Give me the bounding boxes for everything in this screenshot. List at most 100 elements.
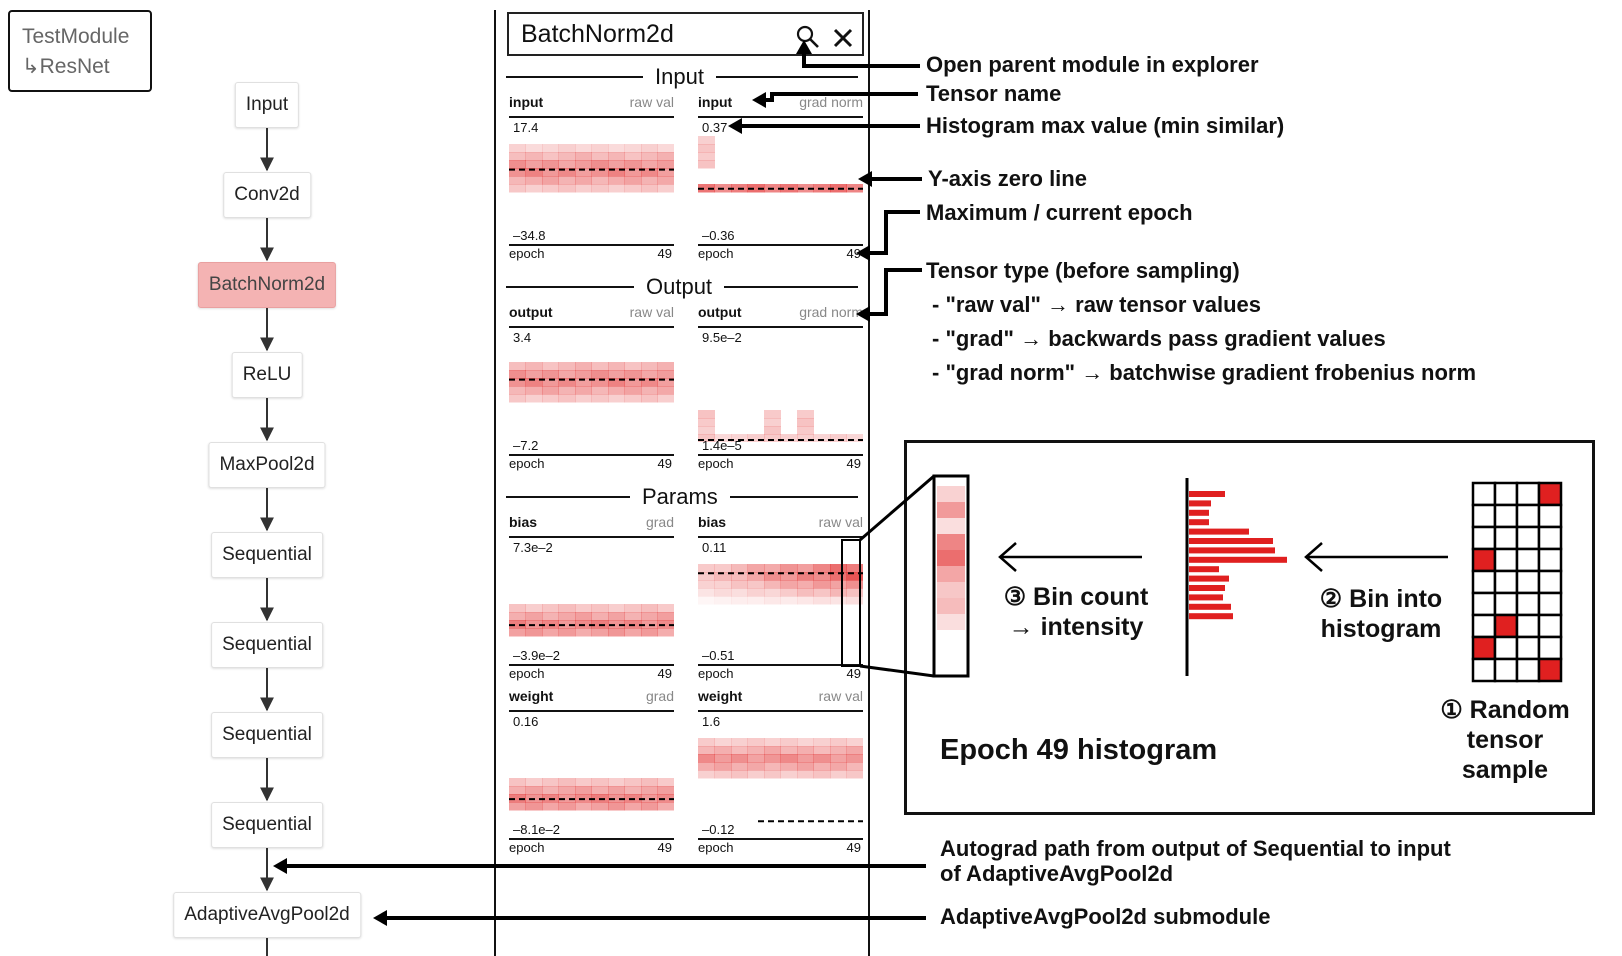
histogram-bin xyxy=(608,386,625,395)
close-icon[interactable] xyxy=(831,22,857,48)
histogram-bin xyxy=(575,362,592,371)
histogram-bin xyxy=(830,588,847,597)
histogram-bin xyxy=(608,370,625,379)
histogram-max: 1.6 xyxy=(702,714,721,729)
histogram-cell[interactable]: input raw val 17.4 –34.8 epoch 49 xyxy=(509,92,674,262)
epoch-max: 49 xyxy=(657,840,672,855)
histogram-bin xyxy=(624,612,642,621)
histogram-bin xyxy=(542,144,559,153)
label-tensor-name: Tensor name xyxy=(926,81,1062,106)
histogram-bin xyxy=(509,160,526,169)
histogram-bin xyxy=(558,144,576,153)
graph-node-sequential-2[interactable]: Sequential xyxy=(211,622,323,668)
epoch-label: epoch xyxy=(509,666,545,681)
breadcrumb-root[interactable]: TestModule xyxy=(22,25,130,48)
histogram-bin xyxy=(731,596,748,605)
tensor-name: weight xyxy=(509,688,554,704)
histogram-cell[interactable]: weight raw val 1.6 –0.12 epoch 49 xyxy=(698,686,863,856)
histogram-bin xyxy=(509,370,526,379)
label-autograd-line1: Autograd path from output of Sequential … xyxy=(940,836,1451,861)
histogram-bin xyxy=(657,370,674,379)
histogram-bin xyxy=(731,564,748,573)
histogram-bin xyxy=(764,418,781,427)
histogram-bin xyxy=(846,770,863,779)
histogram-bin xyxy=(764,762,781,771)
tensor-sample-cell xyxy=(1537,657,1563,683)
histogram-cell[interactable]: input grad norm 0.37 –0.36 epoch 49 xyxy=(698,92,863,261)
histogram-bin xyxy=(591,394,609,403)
histogram-bin xyxy=(542,176,559,185)
histogram-cell[interactable]: weight grad 0.16 –8.1e–2 epoch 49 xyxy=(509,686,674,855)
histogram-bin xyxy=(624,786,642,795)
tensor-sample-cell xyxy=(1537,635,1563,661)
step1-line2: tensor xyxy=(1466,726,1544,754)
histogram-cell[interactable]: bias grad 7.3e–2 –3.9e–2 epoch 49 xyxy=(509,512,674,681)
histogram-bin xyxy=(641,362,658,371)
histogram-bin xyxy=(657,184,674,193)
histogram-bin xyxy=(780,762,798,771)
step1-label: ① Random tensor sample xyxy=(1430,695,1580,785)
histogram-bin xyxy=(608,394,625,403)
histogram-bin xyxy=(657,362,674,371)
histogram-bin xyxy=(846,762,863,771)
graph-node-sequential-1[interactable]: Sequential xyxy=(211,532,323,578)
histogram-min: –0.51 xyxy=(702,648,735,663)
histogram-bin xyxy=(797,738,814,747)
graph-node-batchnorm2d[interactable]: BatchNorm2d xyxy=(197,262,337,308)
histogram-bin xyxy=(641,628,658,637)
histogram-bin xyxy=(575,604,592,613)
histogram-bin xyxy=(764,588,781,597)
histogram-bin xyxy=(575,160,592,169)
epoch-max: 49 xyxy=(657,456,672,471)
graph-node-input[interactable]: Input xyxy=(234,82,300,128)
histogram-bin xyxy=(558,362,576,371)
histogram-header: weight grad xyxy=(509,688,674,712)
histogram-cell[interactable]: bias raw val 0.11 –0.51 epoch 49 xyxy=(698,512,863,681)
epoch-axis: epoch 49 xyxy=(509,244,674,262)
graph-node-adaptiveavgpool2d[interactable]: AdaptiveAvgPool2d xyxy=(173,892,361,938)
histogram-bin xyxy=(813,770,831,779)
histogram-bin xyxy=(558,184,576,193)
breadcrumb-child[interactable]: ↳ResNet xyxy=(22,52,138,82)
panel-left-border xyxy=(494,10,496,956)
histogram-bin xyxy=(698,184,715,193)
histogram-bin xyxy=(591,802,609,811)
histogram-bin xyxy=(657,620,674,629)
histogram-bin xyxy=(525,628,543,637)
histogram-bin xyxy=(698,762,715,771)
histogram-bin xyxy=(575,628,592,637)
graph-node-sequential-3[interactable]: Sequential xyxy=(211,712,323,758)
histogram-bin xyxy=(624,628,642,637)
histogram-bin xyxy=(657,176,674,185)
histogram-bin xyxy=(558,604,576,613)
histogram-bin xyxy=(698,160,715,169)
graph-node-sequential-4[interactable]: Sequential xyxy=(211,802,323,848)
graph-edges xyxy=(260,128,274,956)
graph-node-relu[interactable]: ReLU xyxy=(231,352,303,398)
histogram-bar xyxy=(1189,585,1225,591)
histogram-bin xyxy=(509,394,526,403)
module-breadcrumb[interactable]: TestModule ↳ResNet xyxy=(8,10,152,92)
enlarged-bin xyxy=(937,534,965,550)
search-icon[interactable] xyxy=(795,22,823,50)
epoch-axis: epoch 49 xyxy=(698,838,863,856)
histogram-bin xyxy=(575,612,592,621)
histogram-cell[interactable]: output raw val 3.4 –7.2 epoch 49 xyxy=(509,302,674,471)
histogram-bin xyxy=(698,434,715,442)
tensor-name: bias xyxy=(509,514,538,530)
histogram-bin xyxy=(657,786,674,795)
histogram-bin xyxy=(780,580,798,589)
histogram-cell[interactable]: output grad norm 9.5e–2 1.4e–5 epoch 49 xyxy=(698,302,863,471)
tensor-sample-cell xyxy=(1493,657,1519,683)
histogram-bin xyxy=(657,168,674,177)
epoch-label: epoch xyxy=(698,456,734,471)
histogram-bin xyxy=(542,604,559,613)
histogram-bin xyxy=(525,604,543,613)
histogram-bar xyxy=(1189,594,1223,601)
graph-node-maxpool2d[interactable]: MaxPool2d xyxy=(208,442,326,488)
histogram-max: 7.3e–2 xyxy=(513,540,553,555)
graph-node-conv2d[interactable]: Conv2d xyxy=(223,172,311,218)
histogram-min: 1.4e–5 xyxy=(702,438,742,453)
histogram-bin xyxy=(846,588,863,597)
histogram-bin xyxy=(624,152,642,161)
